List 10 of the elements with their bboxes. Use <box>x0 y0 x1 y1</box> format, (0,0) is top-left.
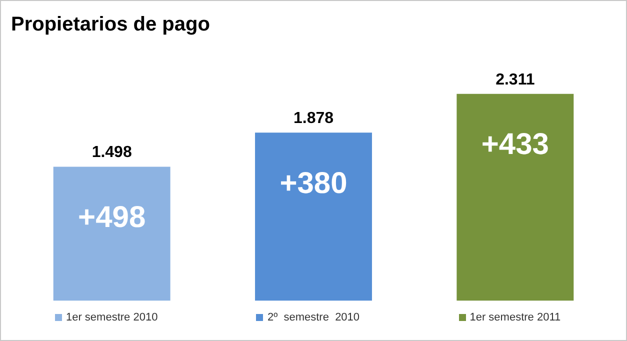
x-tick-label: 1er semestre 2010 <box>66 311 158 324</box>
x-tick-label: 2º semestre 2010 <box>267 311 360 324</box>
data-label: 1.878 <box>293 110 334 128</box>
x-tick-label: 1er semestre 2011 <box>470 311 561 324</box>
annotation: +433 <box>481 128 549 162</box>
data-label: 1.498 <box>92 144 132 162</box>
annotation: +380 <box>280 166 348 200</box>
annotation: +498 <box>78 200 146 234</box>
chart-title: Propietarios de pago <box>11 14 210 36</box>
data-label: 2.311 <box>496 71 535 88</box>
